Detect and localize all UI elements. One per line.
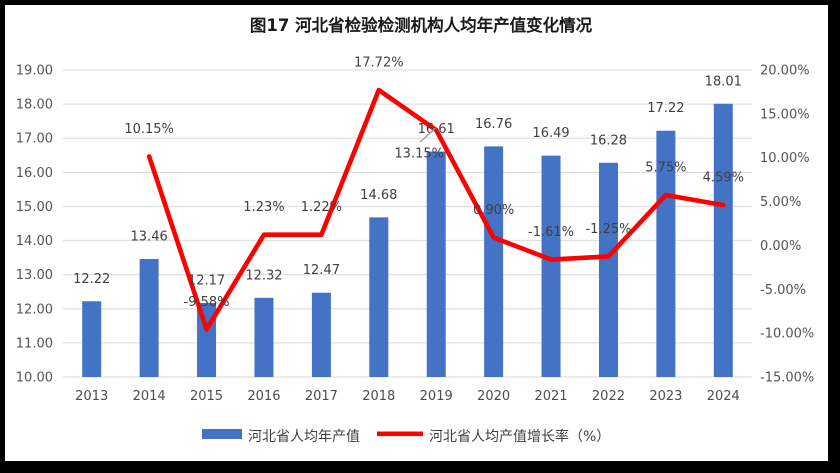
bar <box>713 103 733 378</box>
bar <box>541 155 561 377</box>
line-value-label: 1.22% <box>301 200 342 215</box>
x-axis-tick-label: 2015 <box>190 389 223 404</box>
legend-bar-swatch-icon <box>202 429 242 439</box>
plot-area: 19.00 18.00 17.00 16.00 15.00 14.00 13.00 12.00… <box>16 55 814 404</box>
bar-value-label: 12.22 <box>73 272 110 287</box>
line-value-label: 0.90% <box>473 203 514 218</box>
figure-background <box>5 5 828 461</box>
leader-line <box>419 127 436 143</box>
x-axis-tick-label: 2023 <box>649 389 682 404</box>
legend-line-swatch-icon <box>377 431 423 437</box>
bar <box>598 162 618 377</box>
chart-legend: 河北省人均年产值 河北省人均产值增长率（%） <box>202 428 610 445</box>
line-value-label: 10.15% <box>124 122 174 137</box>
growth-rate-line <box>146 87 726 332</box>
y-axis-left-tick-label: 18.00 <box>16 98 53 113</box>
y-axis-left-tick-label: 16.00 <box>16 166 53 181</box>
line-value-label: 17.72% <box>354 55 404 70</box>
x-axis-tick-label: 2019 <box>420 389 453 404</box>
line-value-label: 5.75% <box>645 160 686 175</box>
y-axis-right-tick-label: 10.00% <box>760 151 810 166</box>
legend-bar-label: 河北省人均年产值 <box>248 429 360 445</box>
bar-value-label: 12.17 <box>188 273 225 288</box>
x-axis-tick-label: 2021 <box>534 389 567 404</box>
bar <box>484 146 504 377</box>
bar <box>311 292 331 377</box>
line-value-label: 13.15% <box>394 147 444 162</box>
y-axis-right-tick-label: 0.00% <box>760 239 801 254</box>
bar <box>254 297 274 377</box>
chart-title: 图17 河北省检验检测机构人均年产值变化情况 <box>250 15 593 35</box>
y-axis-left-tick-label: 12.00 <box>16 302 53 317</box>
bar-value-label: 18.01 <box>705 74 742 89</box>
x-axis-tick-label: 2013 <box>75 389 108 404</box>
bar-value-label: 16.49 <box>532 126 569 141</box>
y-axis-right-tick-label: 20.00% <box>760 64 810 79</box>
bar-value-label: 16.61 <box>418 122 455 137</box>
bar-value-label: 16.28 <box>590 133 627 148</box>
line-value-label: -1.61% <box>528 225 574 240</box>
y-axis-left-tick-label: 15.00 <box>16 200 53 215</box>
bar-value-label: 14.68 <box>360 188 397 203</box>
x-axis-tick-label: 2024 <box>707 389 740 404</box>
y-axis-right-tick-label: 5.00% <box>760 195 801 210</box>
y-axis-left-tick-label: 17.00 <box>16 132 53 147</box>
x-axis-tick-label: 2022 <box>592 389 625 404</box>
y-axis-right-tick-label: -10.00% <box>760 327 814 342</box>
y-axis-left-tick-label: 10.00 <box>16 371 53 386</box>
bar-value-label: 17.22 <box>647 101 684 116</box>
x-axis-tick-label: 2014 <box>133 389 166 404</box>
bar <box>82 301 102 377</box>
bar <box>369 217 389 377</box>
y-axis-left-tick-label: 14.00 <box>16 234 53 249</box>
bar-value-label: 12.47 <box>303 263 340 278</box>
bar-value-label: 12.32 <box>245 268 282 283</box>
bar <box>426 151 446 377</box>
bar <box>656 130 676 377</box>
x-axis-tick-label: 2020 <box>477 389 510 404</box>
y-axis-left-tick-label: 19.00 <box>16 64 53 79</box>
y-axis-right-tick-label: -5.00% <box>760 283 806 298</box>
bar <box>139 258 159 377</box>
bar-value-label: 13.46 <box>131 229 168 244</box>
line-value-label: 4.59% <box>703 171 744 186</box>
y-axis-right-tick-label: -15.00% <box>760 371 814 386</box>
x-axis-tick-label: 2016 <box>247 389 280 404</box>
line-value-label: -9.58% <box>184 295 230 310</box>
y-axis-right-tick-label: 15.00% <box>760 107 810 122</box>
line-value-label: 1.23% <box>243 200 284 215</box>
legend-line-label: 河北省人均产值增长率（%） <box>429 428 610 445</box>
bar-value-label: 16.76 <box>475 117 512 132</box>
line-value-label: -1.25% <box>585 222 631 237</box>
x-axis-tick-label: 2017 <box>305 389 338 404</box>
y-axis-left-tick-label: 13.00 <box>16 268 53 283</box>
x-axis-tick-label: 2018 <box>362 389 395 404</box>
y-axis-left-tick-label: 11.00 <box>16 336 53 351</box>
